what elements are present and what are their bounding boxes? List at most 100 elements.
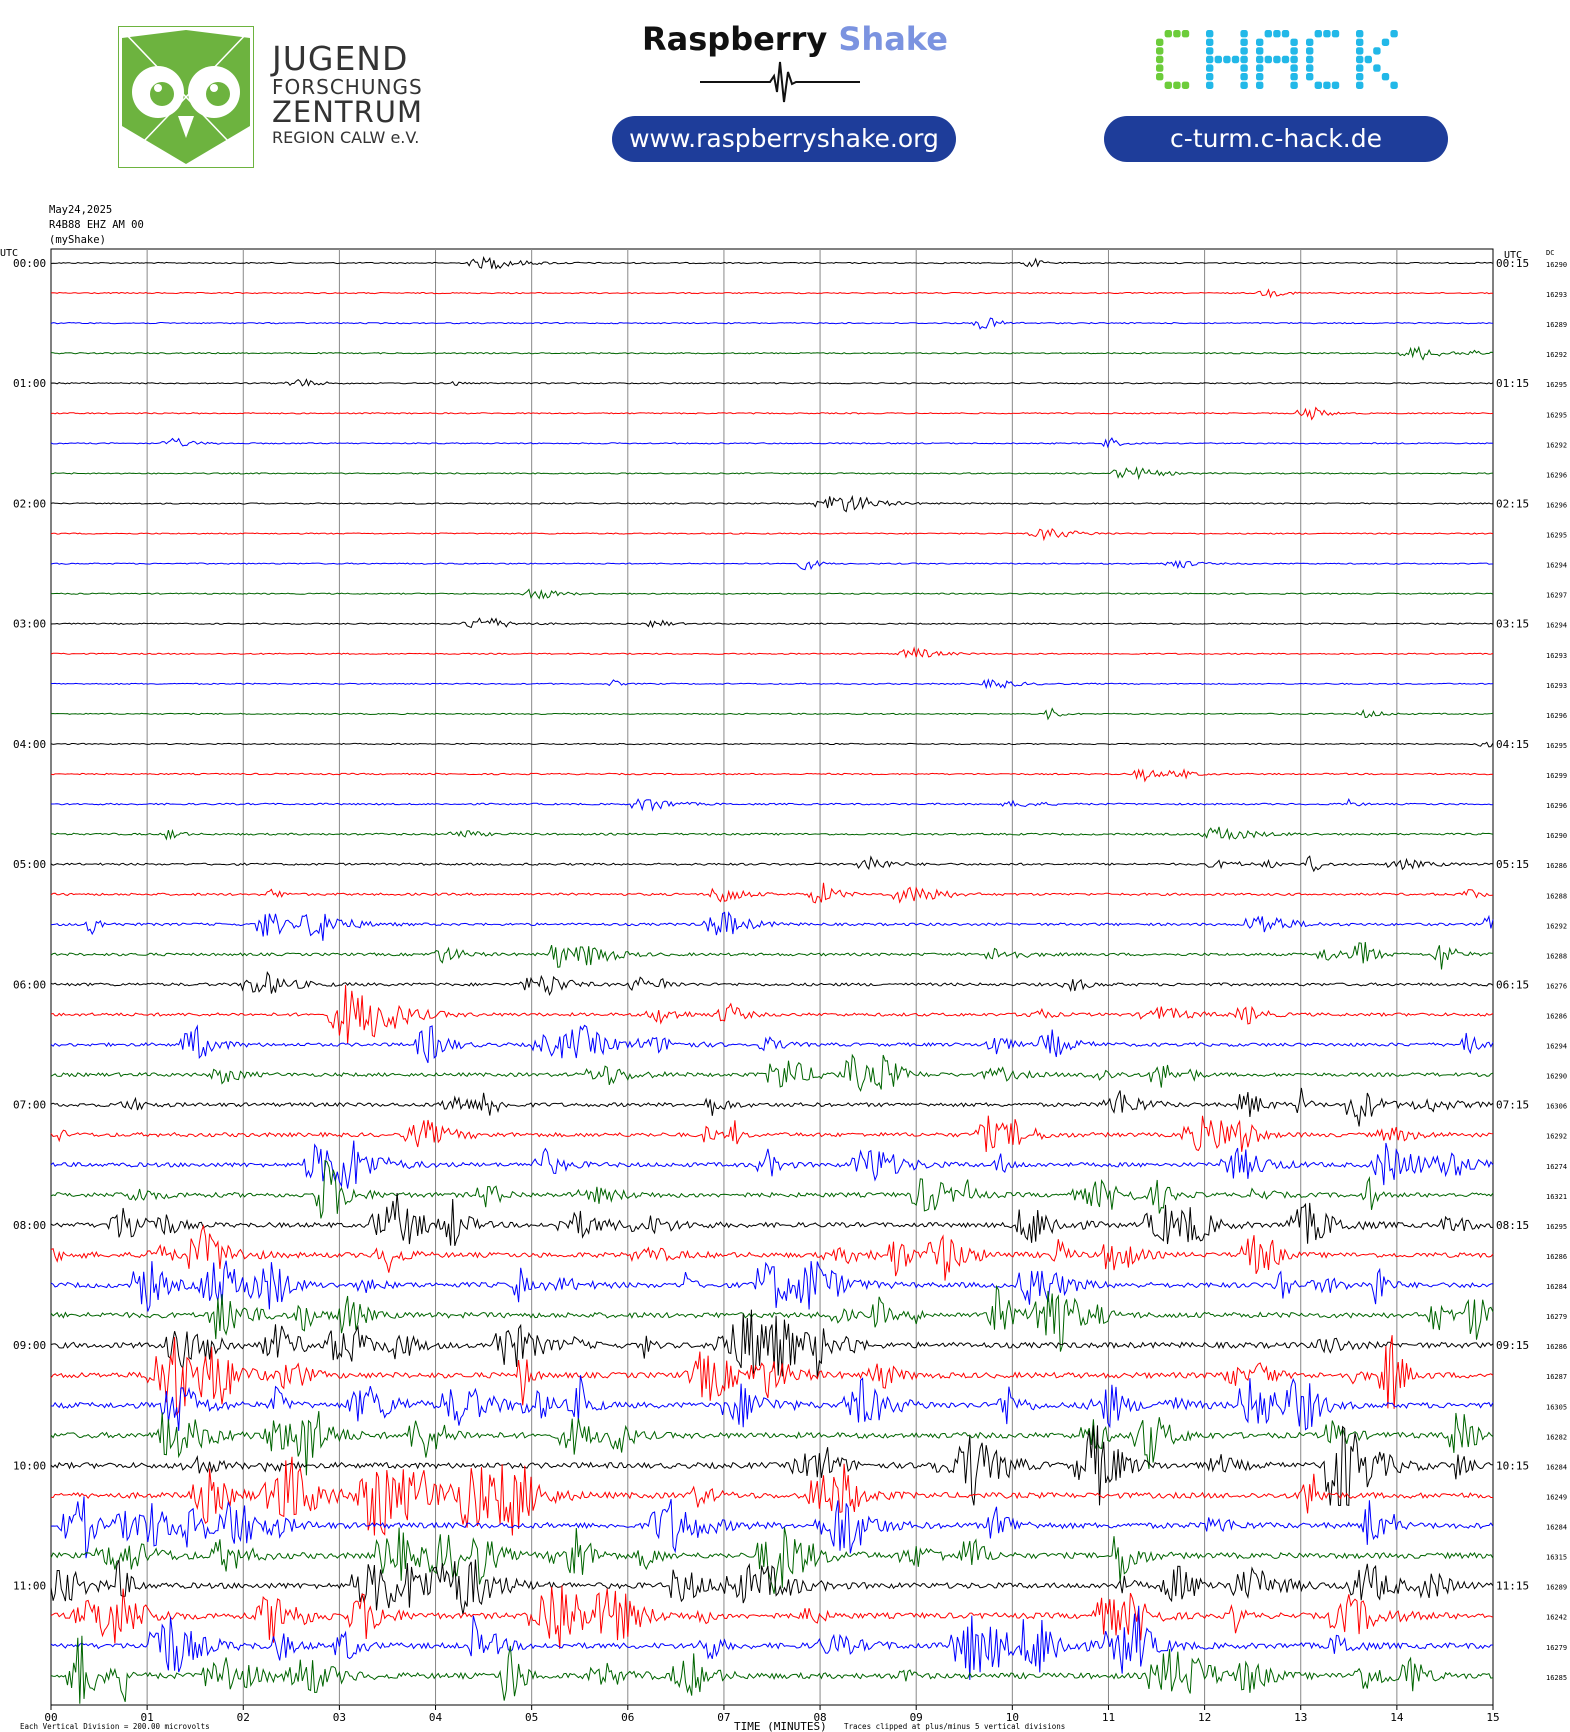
utc-left-tick: 00:00	[13, 257, 46, 270]
x-axis-label: TIME (MINUTES)	[734, 1720, 827, 1732]
raspberry-word: Raspberry	[642, 20, 828, 58]
x-tick-label: 02	[237, 1711, 250, 1724]
dc-offset: 16276	[1546, 982, 1567, 990]
dc-offset: 16294	[1546, 622, 1567, 630]
dc-offset: 16297	[1546, 592, 1567, 600]
chack-dot	[1164, 30, 1172, 38]
jfz-line4: REGION CALW e.V.	[272, 128, 420, 147]
chack-dot	[1206, 30, 1214, 38]
utc-right-tick: 04:15	[1496, 738, 1529, 751]
chack-dot	[1390, 81, 1398, 89]
chack-dot	[1381, 73, 1390, 81]
seismic-wave-icon	[700, 61, 860, 103]
x-tick-label: 05	[525, 1711, 538, 1724]
utc-left-tick: 04:00	[13, 738, 46, 751]
seismic-trace	[50, 1559, 1494, 1615]
x-tick-label: 15	[1486, 1711, 1499, 1724]
x-tick-label: 14	[1390, 1711, 1404, 1724]
left-utc-label: UTC	[0, 248, 18, 259]
seismic-trace	[50, 494, 1493, 513]
chack-dot	[1323, 30, 1331, 38]
dc-offset: 16290	[1546, 832, 1567, 840]
seismic-trace	[50, 741, 1494, 748]
chack-dot	[1181, 81, 1190, 89]
seismic-trace	[51, 797, 1494, 812]
chack-letter-2	[1256, 30, 1298, 89]
chack-dot	[1314, 30, 1322, 38]
x-tick-label: 06	[621, 1711, 634, 1724]
seismic-trace	[50, 1140, 1494, 1189]
seismic-trace	[50, 288, 1494, 299]
chack-dot	[1331, 30, 1340, 38]
chack-dot	[1206, 55, 1214, 64]
chack-dot	[1231, 55, 1240, 64]
chack-dot	[1206, 73, 1214, 81]
chack-dot	[1290, 73, 1298, 81]
seismic-trace	[50, 437, 1494, 449]
seismic-trace	[50, 527, 1494, 542]
dc-offset: 16249	[1546, 1493, 1567, 1501]
chack-dot	[1356, 30, 1364, 38]
chack-dot	[1206, 38, 1214, 46]
chack-dot	[1156, 38, 1164, 46]
dc-offset: 16293	[1546, 291, 1567, 299]
right-utc-label: UTC	[1504, 250, 1522, 261]
dc-offset: 16289	[1546, 1584, 1567, 1592]
seismic-trace	[50, 882, 1494, 904]
utc-left-tick: 10:00	[13, 1459, 46, 1472]
dc-offset: 16287	[1546, 1373, 1567, 1381]
chack-dot	[1356, 55, 1364, 64]
dc-offset: 16242	[1546, 1614, 1567, 1622]
plot-frame	[50, 248, 1494, 1706]
dc-offset: 16299	[1546, 772, 1567, 780]
seismic-trace	[50, 406, 1494, 421]
dc-offset: 16315	[1546, 1554, 1567, 1562]
utc-left-tick: 07:00	[13, 1099, 46, 1112]
dc-offset: 16288	[1546, 892, 1567, 900]
dc-offset: 16284	[1546, 1283, 1567, 1291]
utc-right-tick: 03:15	[1496, 618, 1529, 631]
dc-offset: 16279	[1546, 1644, 1567, 1652]
dc-offset: 16290	[1546, 261, 1567, 269]
seismic-trace	[51, 588, 1494, 600]
seismic-trace	[50, 1456, 1493, 1536]
dc-offset: 16284	[1546, 1463, 1567, 1471]
chack-dot	[1373, 47, 1381, 55]
dc-offset: 16305	[1546, 1403, 1567, 1411]
dc-offset: 16292	[1546, 351, 1567, 359]
dc-offset: 16296	[1546, 802, 1567, 810]
chack-dot	[1240, 47, 1248, 55]
chack-logo	[1156, 30, 1398, 89]
utc-right-tick: 09:15	[1496, 1339, 1529, 1352]
x-tick-label: 00	[44, 1711, 57, 1724]
chack-dot	[1373, 64, 1381, 72]
chack-dot	[1290, 64, 1298, 72]
dc-offset: 16292	[1546, 441, 1567, 449]
seismic-trace	[50, 1024, 1494, 1064]
chack-dot	[1156, 64, 1164, 72]
jfz-line1: JUGEND	[272, 39, 409, 78]
chack-dot	[1306, 64, 1314, 72]
seismic-trace	[50, 768, 1494, 783]
chack-dot	[1173, 30, 1181, 38]
dc-offset: 16279	[1546, 1313, 1567, 1321]
helicorder-plot: UTC UTC DC 16290 16293 16289 16292 16295 16295 16…	[0, 248, 1567, 1732]
seismic-trace	[50, 942, 1494, 970]
x-tick-label: 03	[333, 1711, 346, 1724]
dc-offset: 16286	[1546, 862, 1567, 870]
utc-right-tick: 00:15	[1496, 257, 1529, 270]
seismic-trace	[50, 559, 1493, 571]
chack-dot	[1256, 73, 1264, 81]
seismic-trace	[50, 970, 1494, 997]
chack-dot	[1331, 81, 1340, 89]
dc-offset: 16321	[1546, 1193, 1567, 1201]
utc-right-tick: 07:15	[1496, 1099, 1529, 1112]
utc-left-tick: 03:00	[13, 618, 46, 631]
chack-dot	[1314, 81, 1322, 89]
chack-url[interactable]: c-turm.c-hack.de	[1104, 116, 1448, 162]
x-tick-label: 12	[1198, 1711, 1211, 1724]
shake-word: Shake	[838, 20, 948, 58]
chack-dot	[1290, 55, 1298, 64]
chack-dot	[1306, 38, 1314, 46]
raspberry-shake-url[interactable]: www.raspberryshake.org	[612, 116, 956, 162]
